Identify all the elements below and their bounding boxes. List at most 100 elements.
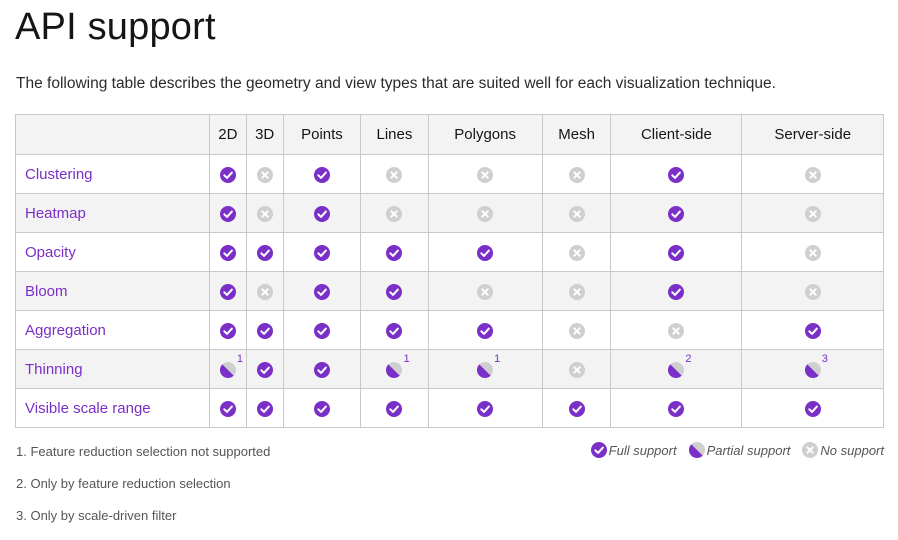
support-cell (610, 193, 743, 233)
support-cell (360, 232, 429, 272)
check-circle-icon (568, 400, 585, 417)
support-cell: 1 (427, 349, 543, 389)
table-row: Opacity (15, 232, 884, 272)
x-circle-icon (568, 166, 585, 183)
support-cell (741, 193, 884, 233)
x-circle-icon (804, 205, 821, 222)
check-circle-icon (256, 361, 273, 378)
x-circle-icon (477, 166, 494, 183)
support-cell: 3 (741, 349, 884, 389)
x-circle-icon (568, 322, 585, 339)
footnote-1: 1. Feature reduction selection not suppo… (16, 444, 271, 459)
legend-full-label: Full support (608, 442, 677, 458)
support-cell (541, 388, 612, 428)
check-circle-icon (590, 442, 607, 458)
partial-circle-icon: 2 (668, 353, 692, 378)
support-cell (741, 232, 884, 272)
footnote-marker: 2 (685, 352, 692, 365)
x-circle-icon (568, 361, 585, 378)
support-cell (610, 154, 743, 194)
check-circle-icon (313, 322, 330, 339)
support-cell: 1 (209, 349, 247, 389)
table-body: Clustering Heatmap Opacity Bloom Aggregation… (15, 154, 884, 428)
x-circle-icon (386, 166, 403, 183)
support-cell (245, 193, 284, 233)
support-cell (209, 193, 247, 233)
table-row: Thinning 1 1 1 2 3 (15, 349, 884, 389)
support-cell (360, 310, 429, 350)
x-circle-icon (477, 205, 494, 222)
check-circle-icon (313, 400, 330, 417)
support-cell (427, 232, 543, 272)
support-cell (245, 388, 284, 428)
partial-circle-icon: 1 (477, 353, 500, 378)
x-circle-icon (568, 205, 585, 222)
column-header-3d: 3D (245, 114, 284, 155)
header-row: 2D 3D Points Lines Polygons Mesh Client-side Se… (15, 114, 884, 155)
check-circle-icon (219, 205, 236, 222)
footnote-3: 3. Only by scale-driven filter (16, 508, 177, 523)
column-header-2d: 2D (209, 114, 247, 155)
support-cell (209, 310, 247, 350)
support-cell (541, 154, 612, 194)
check-circle-icon (668, 400, 685, 417)
support-cell (741, 154, 884, 194)
x-circle-icon (386, 205, 403, 222)
check-circle-icon (477, 244, 494, 261)
x-circle-icon (256, 166, 273, 183)
support-cell (209, 271, 247, 311)
column-header-server-side: Server-side (741, 114, 884, 155)
support-cell (360, 193, 429, 233)
support-cell (282, 193, 362, 233)
partial-circle-icon: 3 (804, 353, 828, 378)
support-cell (541, 193, 612, 233)
footnote-marker: 1 (403, 352, 410, 365)
partial-circle-icon: 1 (386, 353, 410, 378)
check-circle-icon (313, 283, 330, 300)
support-cell (209, 388, 247, 428)
check-circle-icon (219, 166, 236, 183)
support-cell (282, 154, 362, 194)
check-circle-icon (386, 244, 403, 261)
x-circle-icon (804, 166, 821, 183)
check-circle-icon (219, 283, 236, 300)
column-header-points: Points (282, 114, 362, 155)
api-support-table: 2D 3D Points Lines Polygons Mesh Client-side Se… (15, 114, 884, 428)
partial-circle-icon: 1 (219, 353, 243, 378)
check-circle-icon (386, 283, 403, 300)
header-corner (15, 114, 210, 155)
check-circle-icon (219, 400, 236, 417)
support-cell (209, 232, 247, 272)
row-label[interactable]: Bloom (15, 271, 210, 311)
support-cell (610, 388, 743, 428)
check-circle-icon (668, 166, 685, 183)
support-cell (245, 310, 284, 350)
table-row: Heatmap (15, 193, 884, 233)
check-circle-icon (313, 205, 330, 222)
legend-partial-label: Partial support (706, 442, 791, 458)
support-cell: 1 (360, 349, 429, 389)
table-row: Visible scale range (15, 388, 884, 428)
check-circle-icon (804, 400, 821, 417)
footnote-marker: 1 (236, 352, 244, 365)
x-circle-icon (568, 244, 585, 261)
row-label[interactable]: Thinning (15, 349, 210, 389)
page-description: The following table describes the geomet… (16, 75, 776, 92)
footnote-2: 2. Only by feature reduction selection (16, 476, 231, 491)
row-label[interactable]: Clustering (15, 154, 210, 194)
check-circle-icon (668, 244, 685, 261)
support-cell (282, 271, 362, 311)
support-cell (741, 271, 884, 311)
check-circle-icon (313, 166, 330, 183)
row-label[interactable]: Opacity (15, 232, 210, 272)
x-circle-icon (256, 283, 273, 300)
legend-full: Full support (590, 442, 677, 458)
check-circle-icon (313, 361, 330, 378)
row-label[interactable]: Aggregation (15, 310, 210, 350)
support-cell (360, 388, 429, 428)
row-label[interactable]: Visible scale range (15, 388, 210, 428)
row-label[interactable]: Heatmap (15, 193, 210, 233)
x-circle-icon (668, 322, 685, 339)
check-circle-icon (668, 283, 685, 300)
support-cell (360, 271, 429, 311)
